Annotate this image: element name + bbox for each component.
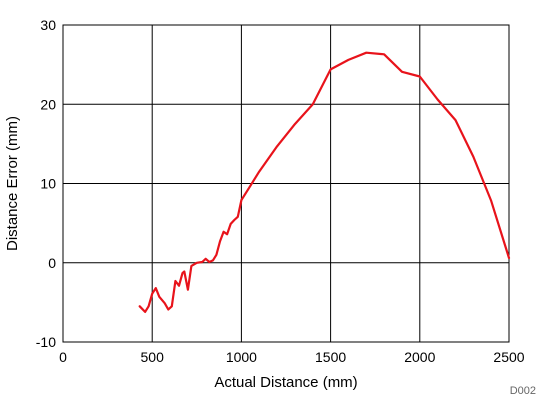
series-group [138,51,511,313]
x-axis-label: Actual Distance (mm) [214,374,357,391]
y-tick-label: 0 [48,255,56,271]
figure-code-label: D002 [510,385,536,397]
x-tick-label: 2000 [404,349,435,365]
y-tick-label: 10 [40,176,56,192]
x-tick-label: 2500 [493,349,524,365]
y-axis-ticks: -10 0 10 20 30 [36,17,56,350]
y-tick-label: -10 [36,334,56,350]
x-tick-label: 500 [141,349,165,365]
y-tick-label: 30 [40,17,56,33]
series-line [138,51,511,313]
gridlines [62,24,510,343]
x-tick-label: 0 [59,349,67,365]
plot-area-frame [62,24,510,343]
x-tick-label: 1500 [315,349,346,365]
x-axis-ticks: 0 500 1000 1500 2000 2500 [59,349,525,365]
y-axis-label: Distance Error (mm) [4,116,21,251]
y-tick-label: 20 [40,96,56,112]
x-tick-label: 1000 [226,349,257,365]
